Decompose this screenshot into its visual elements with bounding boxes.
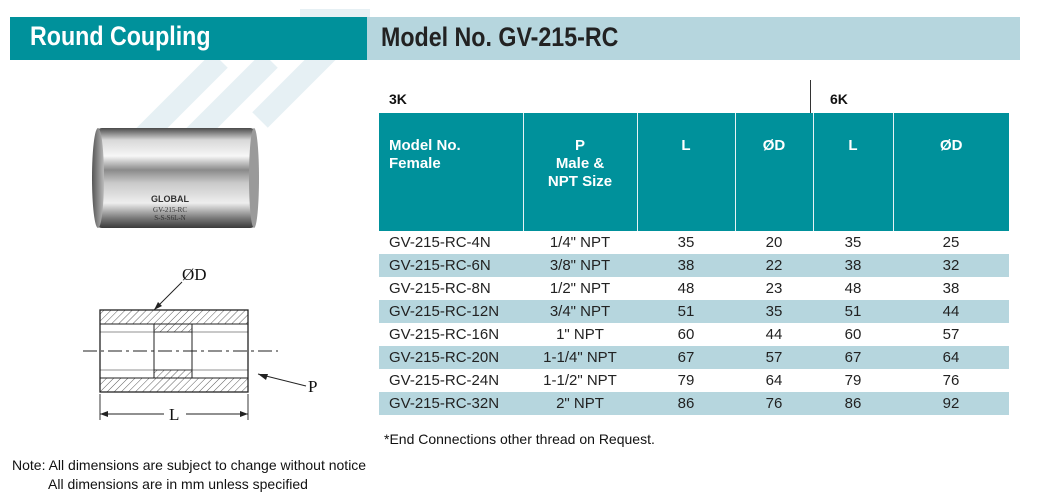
cell-od-3k: 64	[765, 372, 783, 389]
cell-l-3k: 35	[677, 234, 695, 251]
table-row: GV-215-RC-32N 2" NPT 86 76 86 92	[379, 392, 1009, 415]
cell-l-3k: 79	[677, 372, 695, 389]
cell-l-6k: 67	[813, 346, 893, 369]
cell-l-6k: 60	[844, 326, 862, 343]
dimension-table: Model No. Female P Male & NPT Size L ØD …	[379, 113, 1009, 415]
cell-od-3k: 57	[735, 346, 813, 369]
cell-model: GV-215-RC-8N	[389, 280, 491, 297]
cell-od-6k: 25	[942, 234, 960, 251]
coupling-drawing: ØD P L	[83, 265, 317, 424]
cell-l-3k: 51	[637, 300, 735, 323]
cell-od-3k: 76	[735, 392, 813, 415]
cell-model: GV-215-RC-24N	[389, 372, 500, 389]
header-model: Model No. Female	[379, 113, 523, 231]
model-banner: Model No. GV-215-RC	[367, 17, 1020, 60]
cell-model: GV-215-RC-16N	[389, 326, 500, 343]
photo-brand: GLOBAL	[151, 194, 189, 204]
table-row: GV-215-RC-12N 3/4" NPT 51 35 51 44	[379, 300, 1009, 323]
table-row: GV-215-RC-24N 1-1/2" NPT 79 64 79 76	[379, 369, 1009, 392]
cell-od-3k: 23	[765, 280, 783, 297]
cell-l-3k: 60	[677, 326, 695, 343]
header-l-6k: L	[812, 113, 893, 231]
cell-od-6k: 44	[893, 300, 1009, 323]
group-label-6k: 6K	[830, 91, 848, 107]
group-label-3k: 3K	[389, 91, 407, 107]
cell-od-3k: 44	[765, 326, 783, 343]
cell-npt-size: 3/8" NPT	[523, 254, 637, 277]
cell-model: GV-215-RC-32N	[379, 392, 523, 415]
cell-model: GV-215-RC-12N	[379, 300, 523, 323]
table-row: GV-215-RC-8N 1/2" NPT 48 23 48 38	[379, 277, 1009, 300]
l-label: L	[169, 405, 179, 424]
cell-npt-size: 1-1/2" NPT	[543, 372, 617, 389]
cell-od-6k: 38	[942, 280, 960, 297]
od-label: ØD	[182, 265, 207, 284]
cell-npt-size: 2" NPT	[523, 392, 637, 415]
note-line-1: Note: All dimensions are subject to chan…	[12, 457, 367, 473]
cell-l-6k: 48	[844, 280, 862, 297]
cell-od-6k: 57	[942, 326, 960, 343]
cell-od-6k: 92	[893, 392, 1009, 415]
cell-od-6k: 32	[893, 254, 1009, 277]
title-banner: Round Coupling	[10, 17, 367, 60]
cell-npt-size: 1-1/4" NPT	[523, 346, 637, 369]
cell-od-3k: 22	[735, 254, 813, 277]
header-l-3k: L	[636, 113, 735, 231]
photo-line2: S-S-S6L-N	[154, 214, 186, 222]
header-p: P Male & NPT Size	[522, 113, 637, 231]
p-label: P	[308, 377, 317, 396]
dimension-note: Note: All dimensions are subject to chan…	[12, 456, 366, 494]
cell-l-6k: 38	[813, 254, 893, 277]
cell-l-6k: 79	[844, 372, 862, 389]
table-row: GV-215-RC-4N 1/4" NPT 35 20 35 25	[379, 231, 1009, 254]
cell-model: GV-215-RC-20N	[379, 346, 523, 369]
cell-npt-size: 1/4" NPT	[549, 234, 611, 251]
cell-l-6k: 51	[813, 300, 893, 323]
cell-l-3k: 48	[677, 280, 695, 297]
header-od-3k: ØD	[734, 113, 813, 231]
table-row: GV-215-RC-6N 3/8" NPT 38 22 38 32	[379, 254, 1009, 277]
cell-l-3k: 86	[637, 392, 735, 415]
cell-l-3k: 67	[637, 346, 735, 369]
page-title: Round Coupling	[30, 21, 211, 51]
footnote: *End Connections other thread on Request…	[384, 431, 655, 447]
table-row: GV-215-RC-16N 1" NPT 60 44 60 57	[379, 323, 1009, 346]
cell-l-6k: 86	[813, 392, 893, 415]
note-line-2: All dimensions are in mm unless specifie…	[48, 476, 308, 492]
photo-line1: GV-215-RC	[153, 206, 187, 214]
table-row: GV-215-RC-20N 1-1/4" NPT 67 57 67 64	[379, 346, 1009, 369]
model-number: Model No. GV-215-RC	[381, 22, 619, 52]
coupling-photo: GLOBAL GV-215-RC S-S-S6L-N	[92, 128, 259, 228]
cell-npt-size: 1/2" NPT	[549, 280, 611, 297]
cell-model: GV-215-RC-4N	[389, 234, 491, 251]
cell-od-6k: 64	[893, 346, 1009, 369]
cell-model: GV-215-RC-6N	[379, 254, 523, 277]
cell-od-3k: 20	[765, 234, 783, 251]
cell-od-6k: 76	[942, 372, 960, 389]
header-od-6k: ØD	[892, 113, 1009, 231]
table-header-row: Model No. Female P Male & NPT Size L ØD …	[379, 113, 1009, 231]
cell-npt-size: 3/4" NPT	[523, 300, 637, 323]
group-divider	[810, 80, 811, 114]
cell-l-3k: 38	[637, 254, 735, 277]
cell-od-3k: 35	[735, 300, 813, 323]
cell-npt-size: 1" NPT	[556, 326, 604, 343]
cell-l-6k: 35	[844, 234, 862, 251]
